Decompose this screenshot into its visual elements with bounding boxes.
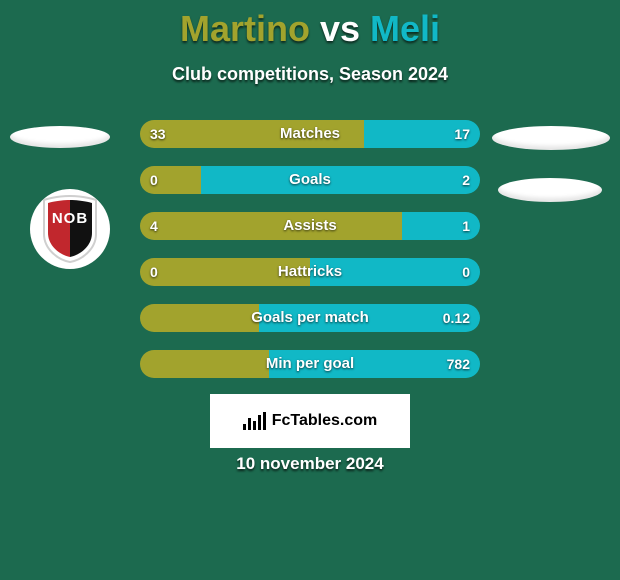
stat-bar-right (310, 258, 480, 286)
stat-value-right: 0 (462, 258, 470, 286)
stats-area: Matches3317Goals02Assists41Hattricks00Go… (140, 120, 480, 396)
stat-value-left: 4 (150, 212, 158, 240)
title-player-right: Meli (370, 8, 440, 49)
stat-value-right: 17 (454, 120, 470, 148)
stat-bar-left (140, 120, 364, 148)
stat-value-right: 1 (462, 212, 470, 240)
player-left-photo-placeholder (10, 126, 110, 148)
stat-row: Hattricks00 (140, 258, 480, 286)
club-badge-shield-icon (40, 194, 100, 264)
stat-row: Min per goal782 (140, 350, 480, 378)
stat-bar-left (140, 212, 402, 240)
subtitle: Club competitions, Season 2024 (0, 64, 620, 85)
stat-bar-left (140, 258, 310, 286)
footer-logo-text: FcTables.com (272, 412, 378, 430)
stat-row: Goals02 (140, 166, 480, 194)
title: Martino vs Meli (0, 0, 620, 50)
stat-row: Assists41 (140, 212, 480, 240)
stat-row: Matches3317 (140, 120, 480, 148)
comparison-card: Martino vs Meli Club competitions, Seaso… (0, 0, 620, 580)
title-player-left: Martino (180, 8, 310, 49)
player-right-photo-placeholder-1 (492, 126, 610, 150)
stat-value-left: 0 (150, 258, 158, 286)
title-vs: vs (320, 8, 360, 49)
stat-bar-right (201, 166, 480, 194)
player-right-photo-placeholder-2 (498, 178, 602, 202)
footer-date: 10 november 2024 (0, 454, 620, 474)
stat-row: Goals per match0.12 (140, 304, 480, 332)
stat-value-left: 0 (150, 166, 158, 194)
stat-bar-left (140, 304, 259, 332)
stat-value-right: 782 (447, 350, 470, 378)
footer-logo: FcTables.com (210, 394, 410, 448)
logo-bars-icon (243, 412, 266, 430)
club-badge-text: NOB (30, 210, 110, 227)
stat-bar-left (140, 350, 269, 378)
stat-value-right: 0.12 (443, 304, 470, 332)
stat-value-right: 2 (462, 166, 470, 194)
club-badge-nob: NOB (30, 182, 110, 276)
stat-value-left: 33 (150, 120, 166, 148)
